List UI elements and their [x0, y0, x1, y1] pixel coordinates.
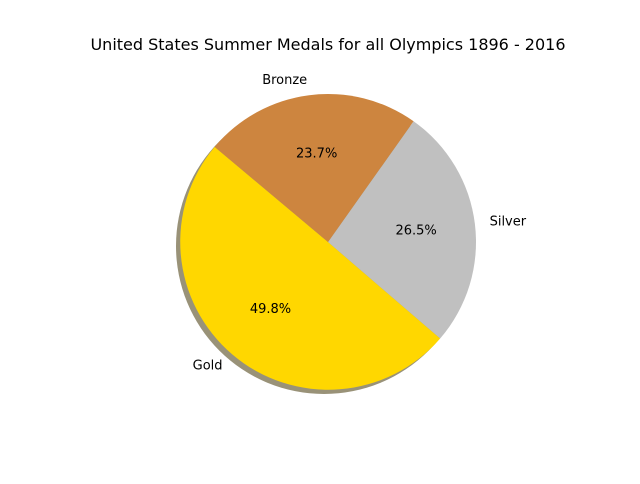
slice-label-gold: Gold — [193, 359, 223, 374]
pie-slice-gold — [180, 146, 441, 390]
pie-slice-silver — [328, 121, 477, 339]
pie-slice-bronze — [214, 93, 414, 242]
slice-pct-silver: 26.5% — [395, 224, 436, 239]
slice-label-silver: Silver — [490, 215, 527, 230]
pie-labels: Gold 49.8% Silver 26.5% Bronze 23.7% — [193, 73, 527, 374]
pie-slices — [180, 93, 477, 390]
slice-pct-bronze: 23.7% — [296, 146, 337, 161]
chart-title: United States Summer Medals for all Olym… — [90, 35, 565, 54]
slice-label-bronze: Bronze — [262, 73, 307, 88]
slice-pct-gold: 49.8% — [250, 302, 291, 317]
